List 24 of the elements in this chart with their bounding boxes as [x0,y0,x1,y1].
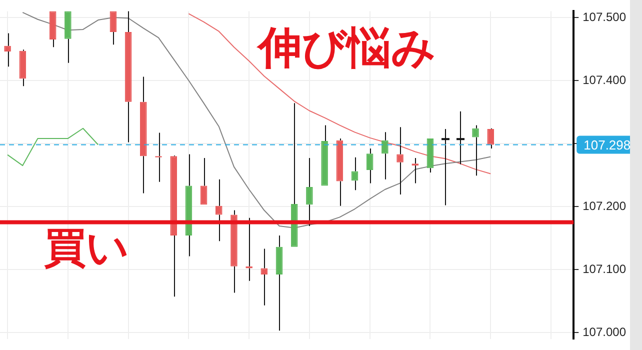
candlestick [366,148,374,184]
y-tick-label: 107.100 [582,262,626,276]
candlestick [110,11,117,46]
candlestick [336,138,344,206]
candlestick [290,102,298,247]
candlestick [230,210,238,294]
candlestick [321,124,328,186]
y-tick-label: 107.000 [582,324,626,339]
candlestick [19,49,26,87]
candlestick [64,11,72,64]
candlestick [306,157,313,227]
candlestick [351,156,358,191]
candlestick [140,76,147,194]
candlestick [200,157,208,205]
y-tick-label: 107.500 [582,10,626,24]
candlestick [276,234,283,332]
candlestick [382,132,388,180]
y-tick-label: 107.200 [582,198,626,213]
annotation: 伸び悩み [256,22,436,74]
candlestick [426,138,434,173]
candlestick [49,11,56,48]
ref-line-label: 107.298 [584,137,631,152]
y-tick-label: 107.400 [582,72,626,87]
ref-line-label: 買い [44,223,129,272]
